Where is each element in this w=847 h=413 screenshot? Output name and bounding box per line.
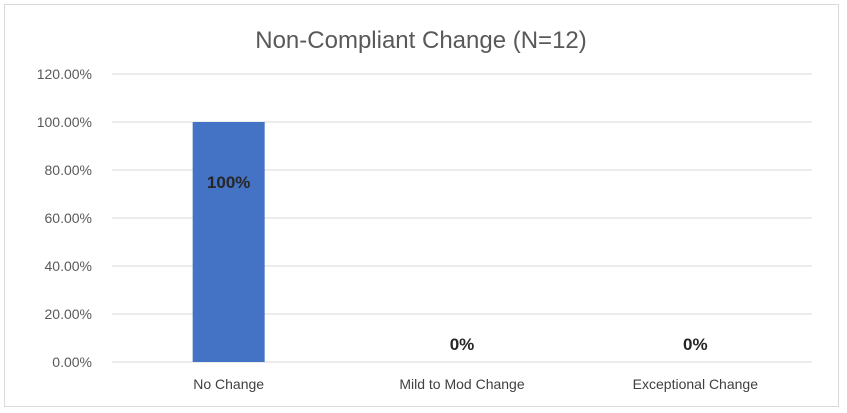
bar: [192, 122, 265, 362]
bars: [192, 122, 265, 362]
y-tick-label: 40.00%: [45, 258, 92, 274]
data-label: 100%: [207, 173, 250, 192]
y-tick-label: 0.00%: [52, 354, 92, 370]
y-tick-label: 120.00%: [37, 66, 92, 82]
x-axis-categories: No Change Mild to Mod Change Exceptional C…: [193, 376, 758, 392]
y-tick-label: 20.00%: [45, 306, 92, 322]
x-category-label: Exceptional Change: [633, 376, 759, 392]
chart-title: Non-Compliant Change (N=12): [255, 27, 587, 54]
x-category-label: No Change: [193, 376, 264, 392]
y-tick-label: 80.00%: [45, 162, 92, 178]
data-label: 0%: [450, 335, 475, 354]
y-tick-label: 100.00%: [37, 114, 92, 130]
x-category-label: Mild to Mod Change: [399, 376, 525, 392]
chart-frame: [4, 4, 839, 407]
data-label: 0%: [683, 335, 708, 354]
data-labels: 100% 0% 0%: [207, 173, 708, 354]
y-axis-ticks: 0.00% 20.00% 40.00% 60.00% 80.00% 100.00% 120.…: [37, 66, 92, 370]
y-tick-label: 60.00%: [45, 210, 92, 226]
